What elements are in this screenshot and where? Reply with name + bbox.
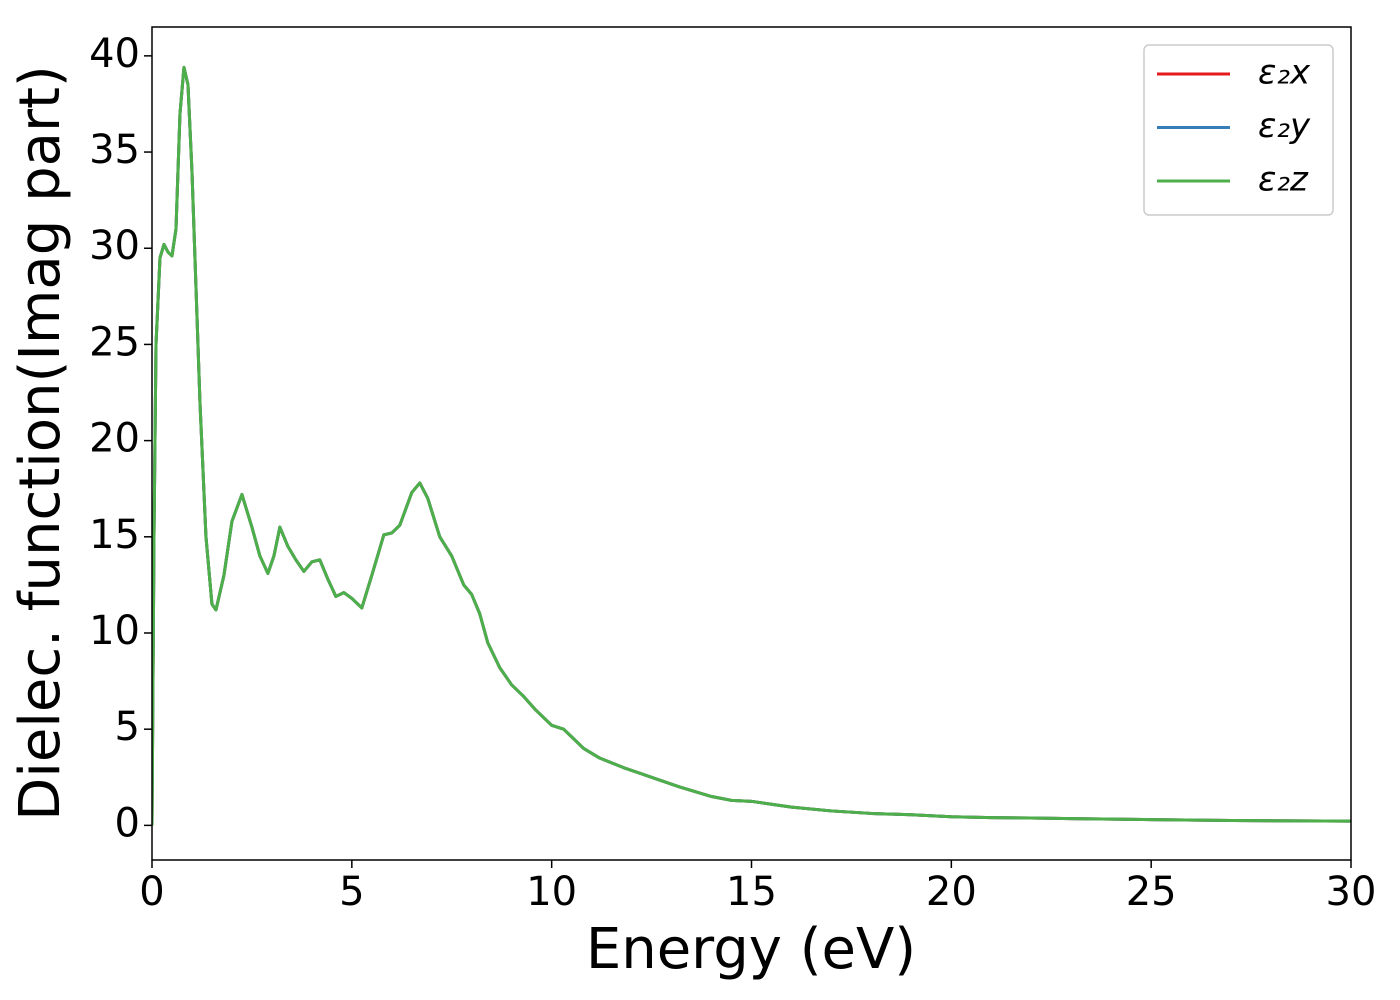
x-axis-label: Energy (eV) [586,917,916,982]
y-tick-label: 10 [89,608,140,654]
x-tick-label: 20 [926,869,977,915]
y-tick-label: 40 [89,31,140,77]
y-tick-label: 25 [89,319,140,365]
data-line [152,65,1351,826]
legend-label: ε₂y [1258,106,1311,146]
y-tick-label: 35 [89,127,140,173]
x-tick-label: 30 [1326,869,1377,915]
x-tick-label: 10 [526,869,577,915]
x-tick-label: 25 [1126,869,1177,915]
legend-label: ε₂z [1258,160,1309,200]
x-tick-label: 5 [339,869,364,915]
y-tick-label: 30 [89,223,140,269]
y-tick-label: 0 [115,800,140,846]
legend-box [1143,44,1334,216]
y-tick-label: 15 [89,512,140,558]
plot-frame [151,26,1352,861]
y-axis-label: Dielec. function(Imag part) [8,65,73,821]
x-tick-label: 0 [139,869,164,915]
x-tick-label: 15 [726,869,777,915]
legend-label: ε₂x [1258,53,1311,93]
y-tick-label: 5 [115,704,140,750]
y-tick-label: 20 [89,416,140,462]
